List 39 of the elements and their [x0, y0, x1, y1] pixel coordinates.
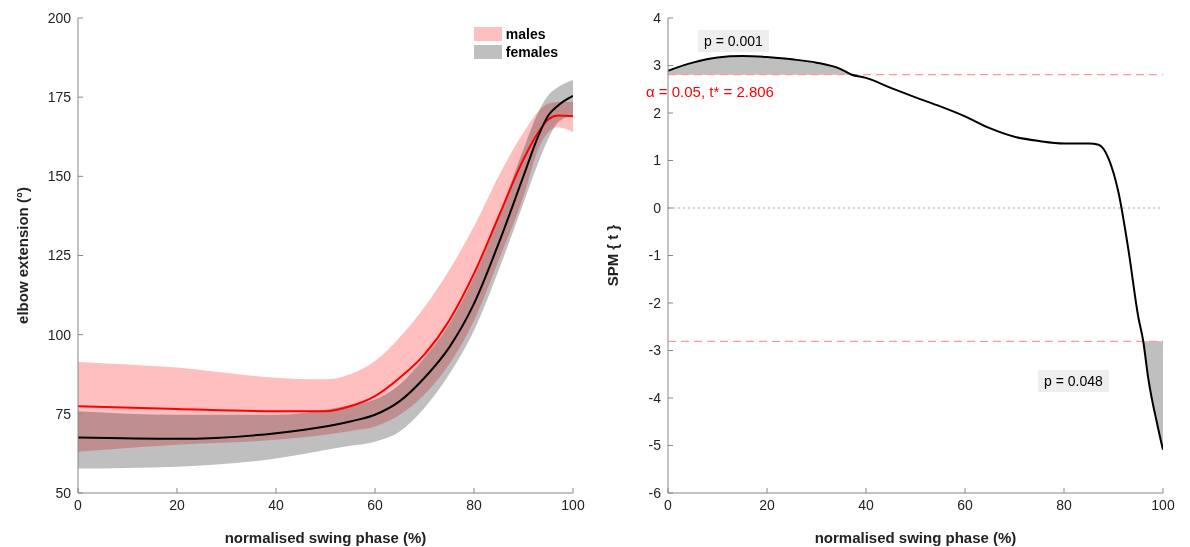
y-tick-label: -1: [648, 247, 662, 264]
annotation: p = 0.001: [698, 30, 769, 52]
y-tick-label: 100: [47, 326, 72, 343]
x-axis-title: normalised swing phase (%): [814, 529, 1017, 546]
y-tick-label: 200: [47, 9, 72, 26]
y-tick-label: 75: [55, 405, 72, 422]
x-tick-label: 0: [664, 496, 673, 513]
y-tick-label: -2: [648, 294, 662, 311]
y-axis-title: SPM { t }: [604, 224, 622, 287]
x-tick-label: 20: [169, 496, 185, 513]
y-tick-label: 2: [653, 104, 662, 121]
y-tick-label: 3: [653, 57, 662, 74]
legend-label: males: [505, 26, 546, 42]
legend-label: females: [505, 44, 558, 60]
y-tick-label: 0: [653, 199, 662, 216]
y-tick-label: 175: [47, 89, 72, 106]
y-tick-label: -4: [648, 389, 662, 406]
x-tick-label: 100: [1151, 496, 1175, 513]
x-tick-label: 60: [957, 496, 973, 513]
y-tick-label: 1: [653, 152, 662, 169]
annotation: p = 0.048: [1038, 370, 1109, 392]
x-tick-label: 80: [1056, 496, 1072, 513]
y-axis-title: elbow extension (°): [14, 187, 32, 324]
ref-line-label: α = 0.05, t* = 2.806: [646, 82, 774, 100]
x-tick-label: 20: [759, 496, 775, 513]
y-tick-label: 4: [653, 9, 662, 26]
x-tick-label: 40: [858, 496, 874, 513]
x-axis-title: normalised swing phase (%): [224, 529, 427, 546]
y-tick-label: 150: [47, 168, 72, 185]
y-tick-label: 50: [55, 484, 72, 501]
x-tick-label: 0: [74, 496, 83, 513]
y-tick-label: -6: [648, 484, 662, 501]
x-tick-label: 60: [367, 496, 383, 513]
x-tick-label: 100: [561, 496, 585, 513]
y-tick-label: -5: [648, 437, 662, 454]
y-tick-label: -3: [648, 342, 662, 359]
x-tick-label: 40: [268, 496, 284, 513]
x-tick-label: 80: [466, 496, 482, 513]
y-tick-label: 125: [47, 247, 72, 264]
